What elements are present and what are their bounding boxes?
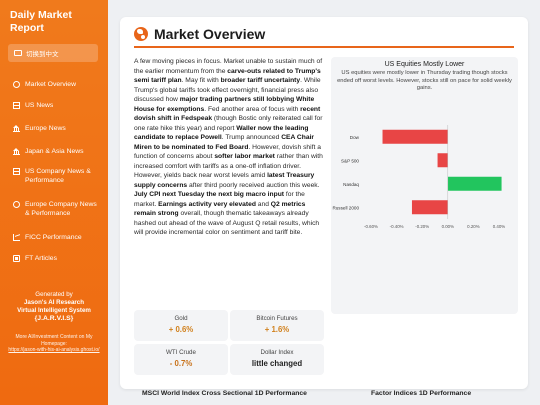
x-tick-label: -0.20% (415, 224, 429, 229)
bar-nasdaq (447, 176, 502, 191)
generator-line-1: Jason's AI Research (23, 299, 85, 306)
sidebar-item-label: US News (25, 102, 54, 109)
overview-text: A few moving pieces in focus. Market una… (134, 58, 323, 236)
x-tick-label: 0.00% (442, 224, 455, 229)
msci-section-title: MSCI World Index Cross Sectional 1D Perf… (142, 390, 307, 397)
bar-chart: Dow S&P 500 Nasdaq Russell 2000 -0.60% -0.40%… (332, 125, 506, 229)
sidebar-item-label: FICC Performance (25, 234, 82, 241)
bank-icon (13, 125, 20, 132)
bar-s-p-500 (437, 153, 448, 168)
tile-label: Bitcoin Futures (256, 315, 298, 322)
sidebar-item-ft-articles[interactable]: FT Articles (0, 254, 108, 263)
generated-by-label: Generated by (35, 291, 73, 298)
category-label: Dow (350, 135, 360, 140)
x-tick-label: 0.20% (467, 224, 480, 229)
chart-title: US Equities Mostly Lower (384, 61, 465, 68)
tile-dollar-index: Dollar Index little changed (230, 344, 324, 375)
bar-russell-2000 (411, 200, 448, 215)
globe-icon (134, 27, 148, 41)
category-label: Russell 2000 (332, 205, 359, 210)
sidebar-item-ficc-performance[interactable]: FICC Performance (0, 233, 108, 242)
title-divider (134, 46, 514, 48)
tile-wti-crude: WTI Crude - 0.7% (134, 344, 228, 375)
sidebar-item-market-overview[interactable]: Market Overview (0, 80, 108, 89)
sidebar-item-label: Europe Company News & Performance (25, 201, 97, 217)
tile-label: WTI Crude (166, 349, 196, 356)
sidebar-item-us-company-news-performance[interactable]: US Company News & Performance (0, 167, 108, 185)
tile-gold: Gold + 0.6% (134, 310, 228, 341)
sidebar-item-label: US Company News & Performance (25, 168, 91, 184)
flag-icon (13, 102, 20, 109)
globe-icon (13, 201, 20, 208)
homepage-link[interactable]: https://jason-with-his-ai-analysis.ghost… (8, 347, 100, 353)
bank-icon (13, 148, 20, 155)
tile-value: + 0.6% (168, 325, 194, 334)
sidebar: Daily Market Report 切换到中文 Market Overvie… (0, 0, 108, 405)
us-equities-chart: US Equities Mostly Lower US equities wer… (331, 57, 518, 314)
language-toggle-label: 切换到中文 (26, 51, 59, 58)
chart-icon (13, 234, 20, 241)
news-icon (13, 255, 20, 262)
tile-value: + 1.6% (264, 325, 290, 334)
tile-bitcoin-futures: Bitcoin Futures + 1.6% (230, 310, 324, 341)
sidebar-item-label: FT Articles (25, 255, 57, 262)
generator-name: {J.A.R.V.I.S} (34, 315, 74, 322)
generator-line-2: Virtual Intelligent System (17, 307, 91, 314)
market-overview-card: Market Overview A few moving pieces in f… (120, 17, 528, 389)
flag-icon (13, 168, 20, 175)
x-tick-label: -0.40% (390, 224, 404, 229)
tile-label: Gold (174, 315, 188, 322)
sidebar-item-japan-asia-news[interactable]: Japan & Asia News (0, 147, 108, 156)
sidebar-item-europe-news[interactable]: Europe News (0, 124, 108, 133)
language-icon (14, 50, 22, 56)
sidebar-item-label: Europe News (25, 125, 66, 132)
tile-label: Dollar Index (260, 349, 294, 356)
sidebar-item-us-news[interactable]: US News (0, 101, 108, 110)
app-title: Daily Market Report (10, 9, 72, 34)
sidebar-item-label: Japan & Asia News (25, 148, 84, 155)
globe-icon (13, 81, 20, 88)
section-header: Market Overview (134, 26, 265, 42)
page-title: Market Overview (154, 26, 266, 42)
sidebar-item-label: Market Overview (25, 81, 76, 88)
factor-section-title: Factor Indices 1D Performance (371, 390, 472, 397)
tile-value: little changed (251, 359, 303, 368)
tile-value: - 0.7% (169, 359, 193, 368)
generated-by: Generated by Jason's AI Research Virtual… (4, 291, 104, 323)
x-tick-label: 0.40% (493, 224, 506, 229)
language-toggle-button[interactable]: 切换到中文 (8, 44, 98, 62)
category-label: S&P 500 (341, 158, 359, 163)
bar-dow (382, 129, 448, 144)
sidebar-item-europe-company-news-performance[interactable]: Europe Company News & Performance (0, 200, 108, 218)
homepage-text: More AI/Investment Content on My Homepag… (15, 334, 93, 347)
category-label: Nasdaq (343, 182, 359, 187)
homepage-promo: More AI/Investment Content on My Homepag… (4, 334, 104, 354)
x-tick-label: -0.60% (364, 224, 378, 229)
chart-subtitle: US equities were mostly lower in Thursda… (337, 70, 512, 91)
